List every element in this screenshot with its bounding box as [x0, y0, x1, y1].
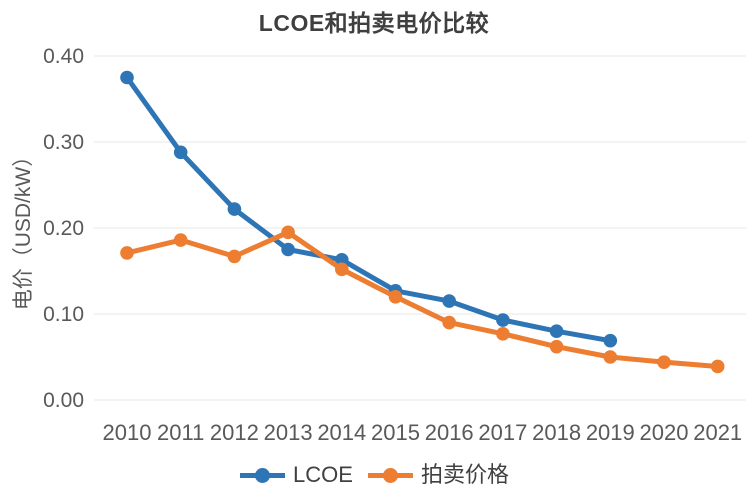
auction-price-legend-marker [367, 467, 413, 483]
series-point-1 [549, 339, 564, 354]
y-tick-label: 0.30 [43, 131, 84, 154]
x-tick-label: 2012 [210, 420, 259, 445]
x-tick-label: 2019 [586, 420, 635, 445]
x-tick-label: 2011 [157, 420, 204, 445]
x-tick-label: 2013 [264, 420, 313, 445]
x-tick-label: 2017 [478, 420, 527, 445]
chart-title: LCOE和拍卖电价比较 [258, 10, 490, 36]
series-point-1 [442, 315, 457, 330]
y-tick-label: 0.40 [43, 45, 84, 68]
series-point-1 [388, 290, 403, 304]
auction-price-legend-dot [382, 467, 398, 483]
series-point-0 [335, 253, 349, 267]
series-point-1 [281, 225, 295, 240]
x-tick-label: 2020 [640, 420, 689, 445]
series-point-1 [603, 350, 618, 364]
series-point-1 [710, 359, 725, 374]
x-tick-label: 2021 [693, 420, 742, 445]
series-point-0 [549, 324, 564, 339]
chart-legend: LCOE 拍卖价格 [0, 461, 748, 489]
series-line-0 [124, 75, 613, 344]
series-point-1 [496, 326, 510, 341]
lcoe-legend-marker [240, 467, 286, 483]
series-point-1 [120, 246, 134, 260]
lcoe-auction-price-line-chart: 0.00 0.10 0.20 0.30 0.40 2010 2011 2012 2013 2014… [12, 45, 746, 445]
y-tick-label: 0.00 [43, 389, 84, 412]
legend-item-lcoe: LCOE [239, 464, 353, 486]
series-point-0 [227, 202, 242, 216]
x-tick-label: 2014 [317, 420, 366, 445]
auction-price-legend-label: 拍卖价格 [420, 462, 509, 487]
series-point-0 [120, 70, 134, 85]
x-tick-label: 2016 [425, 420, 474, 445]
x-tick-label: 2015 [371, 420, 420, 445]
series-point-1 [227, 249, 242, 264]
series-point-0 [281, 242, 295, 257]
y-tick-label: 0.10 [43, 303, 84, 326]
x-tick-label: 2010 [103, 420, 152, 445]
legend-item-auction-price: 拍卖价格 [367, 464, 509, 486]
x-tick-label: 2018 [532, 420, 581, 445]
series-point-0 [603, 333, 618, 348]
series-line-1 [124, 229, 721, 369]
y-axis-title: 电价（USD/kW） [12, 146, 35, 311]
series-point-1 [335, 262, 349, 277]
series-point-0 [173, 145, 188, 160]
series-point-0 [496, 313, 510, 327]
lcoe-legend-dot [255, 467, 271, 483]
series-point-1 [173, 233, 188, 247]
y-tick-label: 0.20 [43, 217, 84, 240]
series-point-0 [442, 294, 457, 308]
series-point-1 [657, 355, 671, 369]
lcoe-legend-label: LCOE [293, 462, 353, 487]
